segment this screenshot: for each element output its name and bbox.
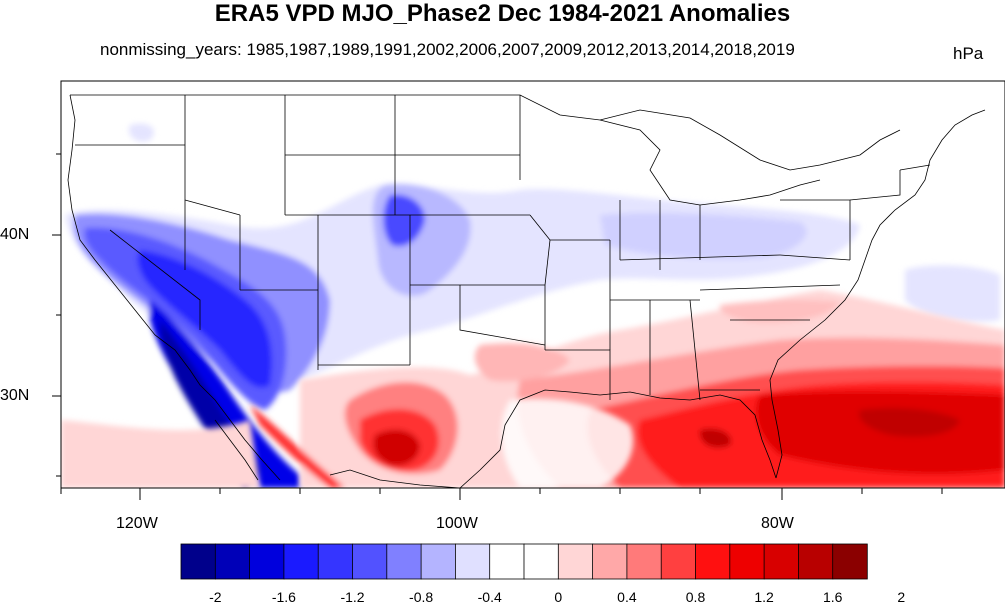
anomaly-field (61, 81, 1005, 488)
colorbar-swatch (489, 543, 525, 580)
state-lines (75, 95, 931, 401)
colorbar-swatch (695, 543, 731, 580)
colorbar-swatch (420, 543, 457, 580)
colorbar-tick-label: 0 (554, 589, 563, 605)
colorbar-swatch (249, 543, 285, 580)
colorbar-swatch (798, 543, 834, 580)
lon-label-120w: 120W (116, 515, 158, 532)
colorbar-swatch (832, 543, 868, 580)
map-title: ERA5 VPD MJO_Phase2 Dec 1984-2021 Anomal… (214, 0, 791, 27)
colorbar-tick-label: 0.8 (685, 589, 706, 605)
colorbar (180, 543, 868, 580)
colorbar-tick-label: -0.4 (477, 589, 502, 605)
colorbar-swatch (352, 543, 388, 580)
units-label: hPa (953, 44, 984, 63)
colorbar-tick-label: -1.2 (340, 589, 365, 605)
colorbar-swatch (626, 543, 662, 580)
colorbar-swatch (592, 543, 628, 580)
colorbar-swatch (660, 543, 697, 580)
colorbar-swatch (763, 543, 800, 580)
baja-coastline (214, 419, 259, 481)
colorbar-swatch (557, 543, 594, 580)
colorbar-tick-label: 2 (897, 589, 906, 605)
colorbar-swatch (454, 543, 491, 580)
colorbar-tick-label: -0.8 (409, 589, 434, 605)
colorbar-tick-label: 1.2 (754, 589, 774, 605)
colorbar-swatch (283, 543, 319, 580)
lat-label-30n: 30N (0, 387, 30, 404)
colorbar-swatch (729, 543, 765, 580)
lat-label-40n: 40N (0, 226, 30, 243)
west-coastline (67, 94, 281, 481)
great-lakes (599, 119, 821, 206)
colorbar-tick-label: 0.4 (617, 589, 637, 605)
colorbar-swatch (180, 543, 216, 580)
colorbar-swatch (214, 543, 251, 580)
colorbar-tick-label: -2 (209, 589, 222, 605)
colorbar-swatch (523, 543, 559, 580)
lat-ticks (52, 153, 61, 477)
colorbar-tick-label: 1.6 (822, 589, 843, 605)
map-frame (52, 80, 1005, 500)
map-subtitle: nonmissing_years: 1985,1987,1989,1991,20… (100, 40, 795, 59)
lon-label-80w: 80W (761, 515, 794, 532)
boundaries (67, 94, 986, 488)
lon-ticks (60, 488, 943, 500)
lon-label-100w: 100W (436, 515, 478, 532)
gulf-coastline (329, 389, 777, 488)
colorbar-swatch (386, 543, 422, 580)
colorbar-tick-label: -1.6 (271, 589, 296, 605)
colorbar-swatch (317, 543, 354, 580)
east-coastline (769, 109, 986, 479)
